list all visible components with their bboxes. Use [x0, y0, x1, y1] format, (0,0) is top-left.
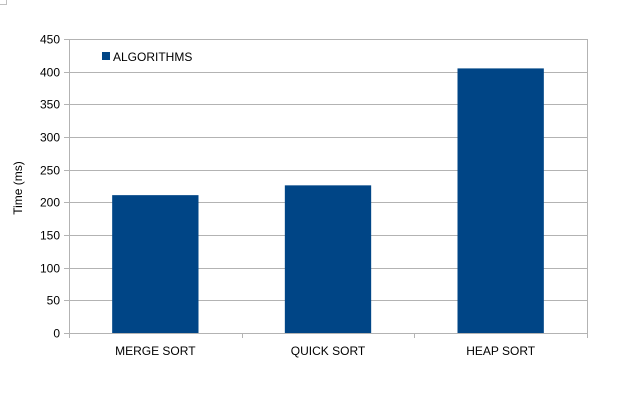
y-axis-title: Time (ms): [11, 161, 25, 215]
y-tick-label: 100: [40, 262, 60, 276]
legend-label: ALGORITHMS: [113, 50, 192, 64]
y-tick-label: 250: [40, 164, 60, 178]
x-tick-label: MERGE SORT: [115, 344, 196, 358]
corner-mark: [0, 0, 7, 5]
bar: [284, 185, 372, 333]
y-tick-label: 400: [40, 66, 60, 80]
y-axis: 0 50 100 150 200 250 300 350 400 450: [40, 33, 70, 341]
bars: [112, 68, 544, 334]
bar: [457, 68, 544, 334]
legend: ALGORITHMS: [102, 50, 192, 64]
y-tick-label: 50: [47, 294, 61, 308]
legend-swatch: [102, 52, 110, 60]
x-axis: MERGE SORT QUICK SORT HEAP SORT: [69, 333, 587, 358]
y-tick-label: 450: [40, 33, 60, 47]
y-tick-label: 350: [40, 98, 60, 112]
bar: [112, 195, 199, 333]
y-tick-label: 300: [40, 131, 60, 145]
x-tick-label: QUICK SORT: [291, 344, 366, 358]
y-tick-label: 150: [40, 229, 60, 243]
y-tick-label: 200: [40, 196, 60, 210]
y-tick-label: 0: [53, 327, 60, 341]
x-tick-label: HEAP SORT: [466, 344, 536, 358]
